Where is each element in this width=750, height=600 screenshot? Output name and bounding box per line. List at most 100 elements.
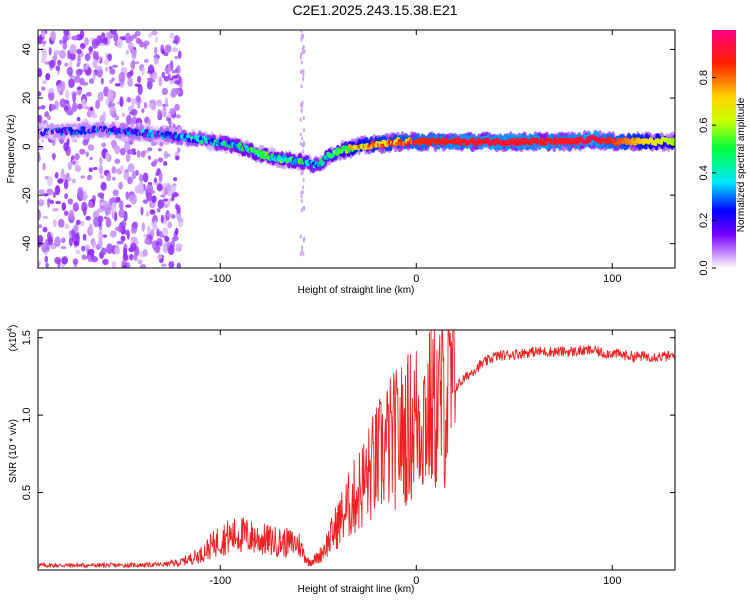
noise-speck [72, 101, 78, 112]
noise-speck [38, 106, 42, 110]
noise-speck [127, 176, 134, 185]
noise-streak-speck [300, 249, 303, 254]
noise-streak-speck [302, 44, 305, 49]
noise-speck [38, 114, 43, 124]
noise-streak-speck [300, 199, 303, 203]
noise-speck [119, 96, 124, 108]
noise-speck [98, 230, 104, 242]
noise-speck [81, 245, 86, 252]
noise-speck [89, 156, 93, 161]
noise-streak-speck [302, 77, 305, 82]
noise-speck [42, 80, 47, 85]
noise-speck [132, 221, 138, 229]
noise-speck [49, 59, 56, 69]
noise-speck [47, 176, 53, 187]
noise-speck [125, 32, 131, 44]
ridge-core [543, 141, 548, 146]
noise-speck [127, 77, 133, 88]
noise-speck [69, 44, 77, 55]
ridge-core [259, 154, 264, 159]
noise-speck [109, 68, 116, 75]
noise-speck [146, 183, 154, 194]
noise-streak-speck [302, 185, 305, 190]
noise-speck [161, 49, 165, 55]
ridge-band [503, 133, 508, 142]
snr-xtick-label: 100 [603, 575, 621, 587]
noise-speck [171, 69, 177, 74]
noise-streak-speck [300, 194, 303, 199]
noise-speck [88, 167, 93, 173]
noise-speck [160, 194, 166, 198]
noise-speck [106, 216, 110, 225]
noise-speck [153, 220, 158, 230]
noise-speck [101, 247, 107, 256]
noise-speck [157, 157, 164, 163]
noise-speck [115, 196, 121, 203]
noise-speck [56, 84, 61, 93]
noise-speck [175, 203, 179, 210]
noise-speck [72, 92, 77, 103]
noise-speck [156, 244, 161, 254]
spectrogram-ytick-label: 0 [21, 144, 33, 150]
noise-speck [168, 260, 175, 268]
noise-speck [74, 240, 80, 247]
noise-speck [55, 65, 61, 72]
noise-speck [162, 185, 166, 197]
noise-speck [81, 81, 89, 86]
noise-speck [137, 104, 141, 109]
noise-speck [103, 58, 110, 65]
noise-speck [57, 178, 64, 184]
noise-speck [71, 35, 79, 41]
noise-speck [50, 30, 57, 42]
noise-speck [63, 142, 69, 152]
noise-speck [142, 199, 149, 204]
noise-speck [162, 227, 169, 237]
noise-speck [76, 116, 81, 122]
colorbar-tick-label: 0.4 [698, 165, 710, 180]
noise-speck [110, 230, 117, 238]
noise-speck [117, 38, 123, 49]
noise-speck [172, 47, 178, 53]
noise-speck [161, 87, 168, 96]
ridge-core [321, 161, 326, 166]
noise-speck [118, 208, 126, 218]
noise-speck [47, 199, 54, 203]
noise-speck [67, 177, 72, 181]
noise-speck [59, 82, 65, 90]
noise-speck [88, 223, 93, 235]
noise-speck [54, 236, 61, 247]
ridge-core [538, 141, 543, 146]
colorbar-tick-label: 0.6 [698, 118, 710, 133]
noise-speck [154, 36, 159, 43]
noise-speck [60, 237, 66, 244]
noise-speck [144, 237, 150, 245]
noise-speck [77, 54, 81, 66]
noise-speck [61, 168, 65, 177]
noise-speck [61, 256, 68, 265]
noise-speck [141, 108, 145, 113]
noise-speck [172, 184, 177, 193]
noise-speck [85, 151, 89, 158]
noise-speck [72, 202, 80, 212]
noise-speck [143, 234, 148, 238]
noise-speck [141, 66, 145, 76]
noise-speck [111, 260, 117, 268]
noise-speck [105, 151, 110, 162]
noise-speck [148, 99, 156, 104]
noise-speck [84, 37, 89, 46]
noise-speck [111, 166, 117, 174]
noise-speck [116, 240, 124, 245]
ridge-band [532, 141, 537, 150]
noise-speck [151, 195, 157, 203]
noise-speck [175, 155, 180, 161]
snr-multiplier-close: ) [8, 325, 19, 328]
noise-speck [68, 78, 75, 89]
snr-series-line [38, 330, 675, 569]
noise-speck [99, 156, 103, 165]
noise-speck [163, 203, 169, 208]
noise-speck [66, 66, 74, 76]
noise-speck [171, 75, 179, 79]
noise-speck [41, 30, 46, 38]
noise-speck [142, 172, 149, 183]
